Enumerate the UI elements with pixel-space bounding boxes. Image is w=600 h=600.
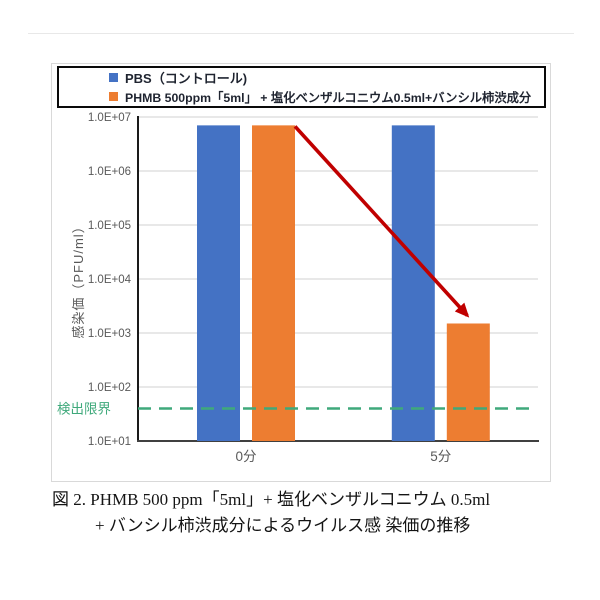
caption-line-1: 図 2. PHMB 500 ppm「5ml」+ 塩化ベンザルコニウム 0.5ml [52, 490, 491, 509]
chart-legend: PBS（コントロール) PHMB 500ppm「5ml」 + 塩化ベンザルコニウム… [57, 66, 546, 108]
legend-color-swatch [109, 92, 118, 101]
legend-item: PHMB 500ppm「5ml」 + 塩化ベンザルコニウム0.5ml+バンシル柿… [59, 87, 544, 106]
top-divider-line [28, 33, 574, 34]
y-tick-label: 1.0E+06 [88, 166, 131, 178]
legend-label: PHMB 500ppm「5ml」 + 塩化ベンザルコニウム0.5ml+バンシル柿… [125, 90, 532, 105]
y-tick-label: 1.0E+07 [88, 112, 131, 124]
y-tick-label: 1.0E+01 [88, 436, 131, 448]
y-axis-title: 感染価（PFU/ml） [71, 219, 86, 338]
bar [252, 125, 295, 442]
caption-line-2: + バンシル柿渋成分によるウイルス感 染価の推移 [95, 516, 471, 535]
chart-figure: PBS（コントロール) PHMB 500ppm「5ml」 + 塩化ベンザルコニウム… [51, 63, 551, 482]
y-tick-label: 1.0E+03 [88, 328, 131, 340]
decline-arrow [293, 125, 470, 318]
y-tick-label: 1.0E+04 [88, 274, 132, 286]
legend-item: PBS（コントロール) [59, 68, 544, 87]
legend-label: PBS（コントロール) [125, 71, 248, 86]
x-category-label: 0分 [235, 449, 256, 464]
y-tick-label: 1.0E+05 [88, 220, 131, 232]
x-category-label: 5分 [430, 449, 451, 464]
y-tick-label: 1.0E+02 [88, 382, 131, 394]
legend-color-swatch [109, 73, 118, 82]
detection-limit-label: 検出限界 [57, 401, 111, 416]
bar [446, 323, 490, 441]
legend-rows: PBS（コントロール) PHMB 500ppm「5ml」 + 塩化ベンザルコニウム… [59, 68, 544, 106]
bar [391, 125, 435, 442]
bar [197, 125, 240, 442]
chart-plot: 1.0E+07 1.0E+06 1.0E+05 1.0E+04 1.0E+03 1.0E+… [57, 112, 539, 464]
figure-caption: 図 2. PHMB 500 ppm「5ml」+ 塩化ベンザルコニウム 0.5ml… [52, 487, 490, 539]
